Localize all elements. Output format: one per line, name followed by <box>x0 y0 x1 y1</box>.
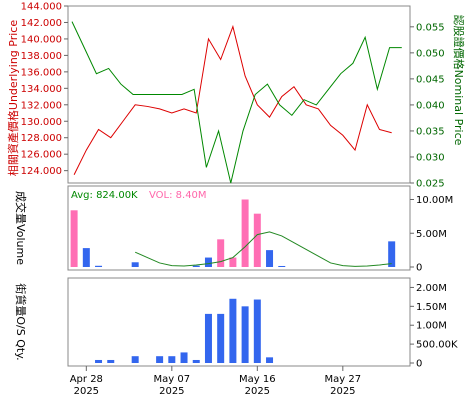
volume-bar <box>266 250 274 267</box>
date-tick-label: May 27 <box>325 374 362 385</box>
right-tick-label: 0.040 <box>416 100 445 111</box>
volume-tick-label: 10.00M <box>416 195 453 206</box>
volume-bar <box>278 265 286 267</box>
qty-bar <box>253 299 261 363</box>
qty-tick-label: 1.00M <box>416 321 447 332</box>
qty-axis-title: 街貨量O/S Qty. <box>14 283 28 360</box>
right-tick-label: 0.055 <box>416 22 445 33</box>
date-tick-label: May 07 <box>154 374 191 385</box>
volume-tick-label: 5.00M <box>416 229 447 240</box>
left-tick-label: 132.000 <box>21 100 62 111</box>
left-tick-label: 136.000 <box>21 67 62 78</box>
qty-bar <box>107 359 115 363</box>
volume-tick-label: 0 <box>416 263 422 274</box>
qty-tick-label: 0 <box>416 359 422 370</box>
left-tick-label: 144.000 <box>21 2 62 13</box>
qty-tick-label: 1.50M <box>416 302 447 313</box>
right-tick-label: 0.035 <box>416 126 445 137</box>
avg-volume-label: Avg: 824.00K <box>71 190 138 201</box>
right-tick-label: 0.050 <box>416 48 445 59</box>
outstanding-qty-panel: 0 500.00K 1.00M 1.50M 2.00M 街貨量O/S Qty. <box>14 277 458 370</box>
left-tick-label: 134.000 <box>21 84 62 95</box>
qty-tick-label: 2.00M <box>416 283 447 294</box>
qty-bar <box>156 356 164 363</box>
underlying-price-line <box>73 24 392 175</box>
price-panel: 124.000 126.000 128.000 130.000 132.000 134.0… <box>6 2 466 190</box>
qty-bar <box>229 298 237 363</box>
left-tick-label: 138.000 <box>21 51 62 62</box>
date-tick-year: 2025 <box>159 386 184 397</box>
volume-bar <box>192 265 200 267</box>
volume-panel: 0 5.00M 10.00M Avg: 824.00K VOL: 8.40M 成交量Vol… <box>14 185 453 274</box>
volume-bar <box>95 265 103 267</box>
volume-bar <box>131 262 139 267</box>
date-tick-year: 2025 <box>74 386 99 397</box>
volume-bar <box>217 239 225 267</box>
price-plot-frame <box>67 5 411 184</box>
qty-plot-frame <box>67 277 411 367</box>
date-tick-label: Apr 28 <box>70 374 103 385</box>
qty-bar <box>192 359 200 363</box>
date-tick-label: May 16 <box>239 374 276 385</box>
left-tick-label: 124.000 <box>21 166 62 177</box>
vol-label: VOL: 8.40M <box>149 190 207 201</box>
volume-bar <box>229 257 237 267</box>
volume-bar <box>82 248 90 267</box>
left-tick-label: 142.000 <box>21 18 62 29</box>
right-axis-title: 認股證價格Nominal Price <box>452 15 466 146</box>
volume-bar <box>241 199 249 267</box>
left-tick-label: 126.000 <box>21 150 62 161</box>
volume-bar <box>388 241 396 267</box>
qty-bar <box>95 359 103 363</box>
qty-tick-label: 500.00K <box>416 340 458 351</box>
qty-bar <box>180 352 188 363</box>
qty-bar <box>168 356 176 363</box>
left-axis-title: 相關資產價格Underlying Price <box>6 20 20 176</box>
qty-bar <box>217 313 225 363</box>
date-tick-year: 2025 <box>330 386 355 397</box>
left-tick-label: 140.000 <box>21 34 62 45</box>
left-tick-label: 130.000 <box>21 117 62 128</box>
volume-plot-frame <box>67 185 411 271</box>
volume-bar <box>253 213 261 267</box>
volume-bar <box>70 210 78 267</box>
qty-bar <box>204 313 212 363</box>
date-tick-year: 2025 <box>245 386 270 397</box>
nominal-price-line <box>71 21 402 184</box>
right-tick-label: 0.045 <box>416 74 445 85</box>
right-tick-label: 0.025 <box>416 179 445 190</box>
qty-bar <box>131 356 139 363</box>
volume-bar <box>204 257 212 267</box>
volume-axis-title: 成交量Volume <box>14 191 28 265</box>
average-volume-line <box>134 231 392 267</box>
qty-bar <box>241 306 249 363</box>
qty-bar <box>266 357 274 363</box>
right-tick-label: 0.030 <box>416 152 445 163</box>
left-tick-label: 128.000 <box>21 133 62 144</box>
